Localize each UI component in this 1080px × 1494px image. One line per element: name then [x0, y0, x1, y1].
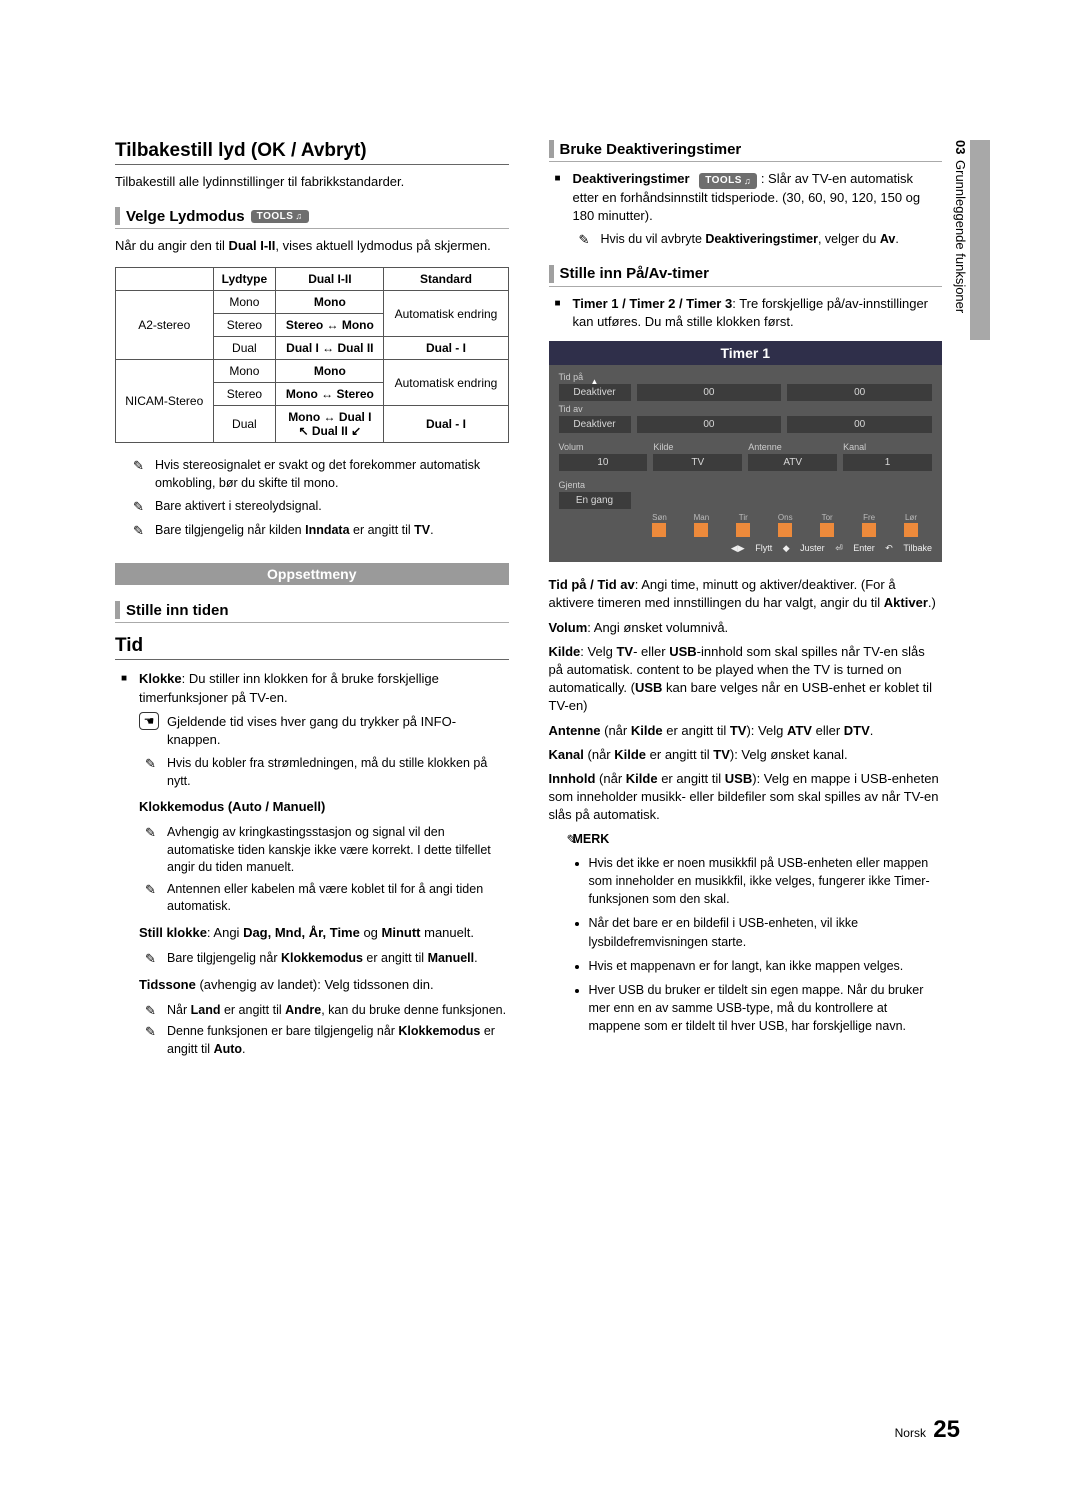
tidssone: Tidssone (avhengig av landet): Velg tids…	[115, 976, 509, 994]
sound-mode-table: Lydtype Dual I-II Standard A2-stereo Mon…	[115, 267, 509, 443]
volum-para: Volum: Angi ønsket volumnivå.	[549, 619, 943, 637]
tid-av-label: Tid av	[559, 404, 933, 414]
page-content: Tilbakestill lyd (OK / Avbryt) Tilbakest…	[115, 140, 970, 1062]
tid-pa-tid-av: Tid på / Tid av: Angi time, minutt og ak…	[549, 576, 943, 612]
timer-hour-cell[interactable]: 00	[637, 416, 782, 433]
page-footer: Norsk 25	[895, 1416, 960, 1444]
day-box-icon	[904, 523, 918, 537]
velge-lydmodus-text: Velge Lydmodus	[126, 208, 245, 225]
list-item: Når det bare er en bildefil i USB-enhete…	[589, 914, 943, 950]
timer-title: Timer 1	[549, 341, 943, 365]
side-gray-strip	[970, 140, 990, 340]
stille-inn-tiden-header: Stille inn tiden	[115, 601, 509, 623]
timer-deaktiver-cell[interactable]: ▲Deaktiver	[559, 384, 631, 401]
oppsettmeny-banner: Oppsettmeny	[115, 563, 509, 585]
paav-timer-header: Stille inn På/Av-timer	[549, 265, 943, 287]
day-box-icon	[862, 523, 876, 537]
note-8: Når Land er angitt til Andre, kan du bru…	[115, 1002, 509, 1020]
kilde-cell[interactable]: TV	[653, 454, 742, 471]
tid-heading: Tid	[115, 635, 509, 660]
day-row: SønManTirOnsTorFreLør	[549, 511, 943, 537]
day-box-icon	[652, 523, 666, 537]
kanal-cell[interactable]: 1	[843, 454, 932, 471]
hand-note: ☚ Gjeldende tid vises hver gang du trykk…	[115, 713, 509, 749]
gjenta-cell[interactable]: En gang	[559, 492, 631, 509]
note-2: Bare aktivert i stereolydsignal.	[115, 498, 509, 516]
antenne-cell[interactable]: ATV	[748, 454, 837, 471]
page-number: 25	[933, 1416, 960, 1443]
lydmodus-intro: Når du angir den til Dual I-II, vises ak…	[115, 237, 509, 255]
innhold-para: Innhold (når Kilde er angitt til USB): V…	[549, 770, 943, 825]
timer-footer: ◀▶ Flytt ◆ Juster ⏎ Enter ↶ Tilbake	[549, 537, 943, 556]
day-col: Man	[680, 513, 722, 537]
day-col: Søn	[639, 513, 681, 537]
juster-hint: ◆ Juster	[783, 543, 825, 553]
note-6: Antennen eller kabelen må være koblet ti…	[115, 881, 509, 916]
day-box-icon	[820, 523, 834, 537]
hand-icon: ☚	[139, 712, 159, 730]
day-col: Tir	[722, 513, 764, 537]
day-box-icon	[736, 523, 750, 537]
left-column: Tilbakestill lyd (OK / Avbryt) Tilbakest…	[115, 140, 509, 1062]
reset-sound-title: Tilbakestill lyd (OK / Avbryt)	[115, 140, 509, 165]
right-column: Bruke Deaktiveringstimer Deaktiveringsti…	[549, 140, 971, 1062]
chapter-title: Grunnleggende funksjoner	[953, 160, 968, 313]
timer-min-cell[interactable]: 00	[787, 416, 932, 433]
note-9: Denne funksjonen er bare tilgjengelig nå…	[115, 1023, 509, 1058]
volume-cell[interactable]: 10	[559, 454, 648, 471]
timer-hour-cell[interactable]: 00	[637, 384, 782, 401]
still-klokke: Still klokke: Angi Dag, Mnd, År, Time og…	[115, 924, 509, 942]
day-col: Tor	[806, 513, 848, 537]
list-item: Hver USB du bruker er tildelt sin egen m…	[589, 981, 943, 1035]
deakt-note: Hvis du vil avbryte Deaktiveringstimer, …	[549, 231, 943, 249]
note-4: Hvis du kobler fra strømledningen, må du…	[115, 755, 509, 790]
enter-hint: ⏎ Enter	[835, 543, 875, 553]
table-row: A2-stereo Mono Mono Automatisk endring	[116, 291, 509, 314]
deaktiveringstimer-header: Bruke Deaktiveringstimer	[549, 140, 943, 162]
klokkemodus-title: Klokkemodus (Auto / Manuell)	[115, 798, 509, 816]
chapter-number: 03	[953, 140, 968, 154]
deakt-bullet: Deaktiveringstimer TOOLS : Slår av TV-en…	[549, 170, 943, 225]
flytt-hint: ◀▶ Flytt	[731, 543, 772, 553]
list-item: Hvis det ikke er noen musikkfil på USB-e…	[589, 854, 943, 908]
timer-min-cell[interactable]: 00	[787, 384, 932, 401]
day-col: Fre	[848, 513, 890, 537]
timer-intro: Timer 1 / Timer 2 / Timer 3: Tre forskje…	[549, 295, 943, 331]
antenne-para: Antenne (når Kilde er angitt til TV): Ve…	[549, 722, 943, 740]
day-col: Ons	[764, 513, 806, 537]
note-1: Hvis stereosignalet er svakt og det fore…	[115, 457, 509, 492]
tools-chip-icon: TOOLS	[699, 173, 757, 189]
list-item: Hvis et mappenavn er for langt, kan ikke…	[589, 957, 943, 975]
tilbake-hint: ↶ Tilbake	[885, 543, 932, 553]
table-row: NICAM-Stereo Mono Mono Automatisk endrin…	[116, 360, 509, 383]
kanal-para: Kanal (når Kilde er angitt til TV): Velg…	[549, 746, 943, 764]
merk-list: Hvis det ikke er noen musikkfil på USB-e…	[549, 854, 943, 1035]
day-col: Lør	[890, 513, 932, 537]
velge-lydmodus-header: Velge Lydmodus TOOLS	[115, 207, 509, 229]
timer-ui-widget: Timer 1 Tid på ▲Deaktiver 00 00 Tid av D…	[549, 341, 943, 562]
kilde-para: Kilde: Velg TV- eller USB-innhold som sk…	[549, 643, 943, 716]
timer-deaktiver-cell[interactable]: Deaktiver	[559, 416, 631, 433]
table-header-row: Lydtype Dual I-II Standard	[116, 268, 509, 291]
day-box-icon	[778, 523, 792, 537]
reset-sound-body: Tilbakestill alle lydinnstillinger til f…	[115, 173, 509, 191]
note-5: Avhengig av kringkastingsstasjon og sign…	[115, 824, 509, 877]
note-3: Bare tilgjengelig når kilden Inndata er …	[115, 522, 509, 540]
merk-label: MERK	[549, 831, 943, 849]
day-box-icon	[694, 523, 708, 537]
tid-pa-label: Tid på	[559, 372, 933, 382]
tools-chip-icon: TOOLS	[251, 210, 309, 223]
klokke-bullet: Klokke: Du stiller inn klokken for å bru…	[115, 670, 509, 706]
note-7: Bare tilgjengelig når Klokkemodus er ang…	[115, 950, 509, 968]
lang-label: Norsk	[895, 1426, 926, 1440]
chapter-tab: 03 Grunnleggende funksjoner	[953, 140, 968, 314]
